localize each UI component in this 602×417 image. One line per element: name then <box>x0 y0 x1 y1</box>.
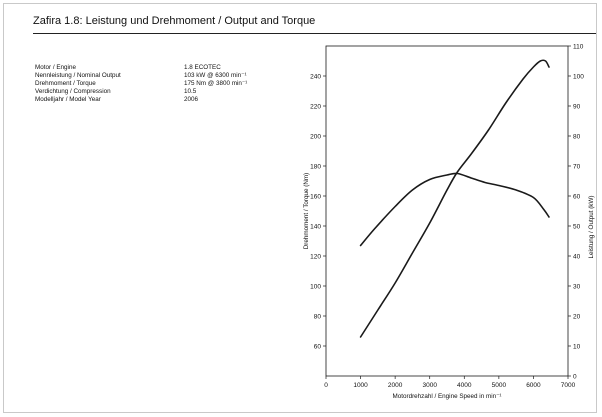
spec-label: Modelljahr / Model Year <box>35 95 101 103</box>
right-tick-label: 40 <box>573 253 581 260</box>
x-tick-label: 3000 <box>422 382 437 389</box>
right-tick-label: 60 <box>573 193 581 200</box>
right-axis-ticks: 0 10 20 30 40 50 60 70 80 90 100 110 <box>568 43 584 380</box>
left-tick-label: 180 <box>310 163 321 170</box>
page-title: Zafira 1.8: Leistung und Drehmoment / Ou… <box>33 15 316 27</box>
left-tick-label: 240 <box>310 73 321 80</box>
right-tick-label: 20 <box>573 313 581 320</box>
chart-frame <box>3 3 597 413</box>
right-tick-label: 110 <box>573 43 584 50</box>
right-tick-label: 10 <box>573 343 581 350</box>
left-tick-label: 60 <box>314 343 322 350</box>
title-divider <box>33 33 596 34</box>
right-axis-title: Leistung / Output (kW) <box>588 196 595 259</box>
right-tick-label: 100 <box>573 73 584 80</box>
right-tick-label: 30 <box>573 283 581 290</box>
torque-curve <box>359 172 550 247</box>
left-axis-ticks: 60 80 100 120 140 160 180 200 220 240 <box>310 73 326 350</box>
left-tick-label: 200 <box>310 133 321 140</box>
output-curve <box>359 59 550 338</box>
plot-area <box>325 45 569 377</box>
left-tick-label: 140 <box>310 223 321 230</box>
x-tick-label: 6000 <box>526 382 541 389</box>
x-tick-label: 0 <box>324 382 328 389</box>
spec-value: 10.5 <box>184 87 197 95</box>
spec-label: Nennleistung / Nominal Output <box>35 71 121 79</box>
right-tick-label: 80 <box>573 133 581 140</box>
x-tick-label: 5000 <box>492 382 507 389</box>
right-tick-label: 90 <box>573 103 581 110</box>
spec-value: 2006 <box>184 95 199 103</box>
spec-value: 1.8 ECOTEC <box>184 64 221 71</box>
x-tick-label: 1000 <box>353 382 368 389</box>
spec-value: 103 kW @ 6300 min⁻¹ <box>184 71 247 79</box>
spec-label: Drehmoment / Torque <box>35 79 96 87</box>
left-tick-label: 220 <box>310 103 321 110</box>
left-axis-title: Drehmoment / Torque (Nm) <box>303 173 310 250</box>
left-tick-label: 80 <box>314 313 322 320</box>
left-tick-label: 100 <box>310 283 321 290</box>
x-tick-label: 4000 <box>457 382 472 389</box>
x-tick-label: 7000 <box>561 382 576 389</box>
spec-value: 175 Nm @ 3800 min⁻¹ <box>184 79 248 87</box>
series-layer <box>359 59 550 338</box>
right-tick-label: 50 <box>573 223 581 230</box>
left-tick-label: 120 <box>310 253 321 260</box>
x-tick-label: 2000 <box>388 382 403 389</box>
x-axis-title: Motordrehzahl / Engine Speed in min⁻¹ <box>392 393 501 400</box>
right-tick-label: 70 <box>573 163 581 170</box>
left-tick-label: 160 <box>310 193 321 200</box>
spec-label: Motor / Engine <box>35 64 76 71</box>
spec-label: Verdichtung / Compression <box>35 87 111 95</box>
right-tick-label: 0 <box>573 373 577 380</box>
x-axis-ticks: 0 1000 2000 3000 4000 5000 6000 7000 <box>324 376 576 389</box>
